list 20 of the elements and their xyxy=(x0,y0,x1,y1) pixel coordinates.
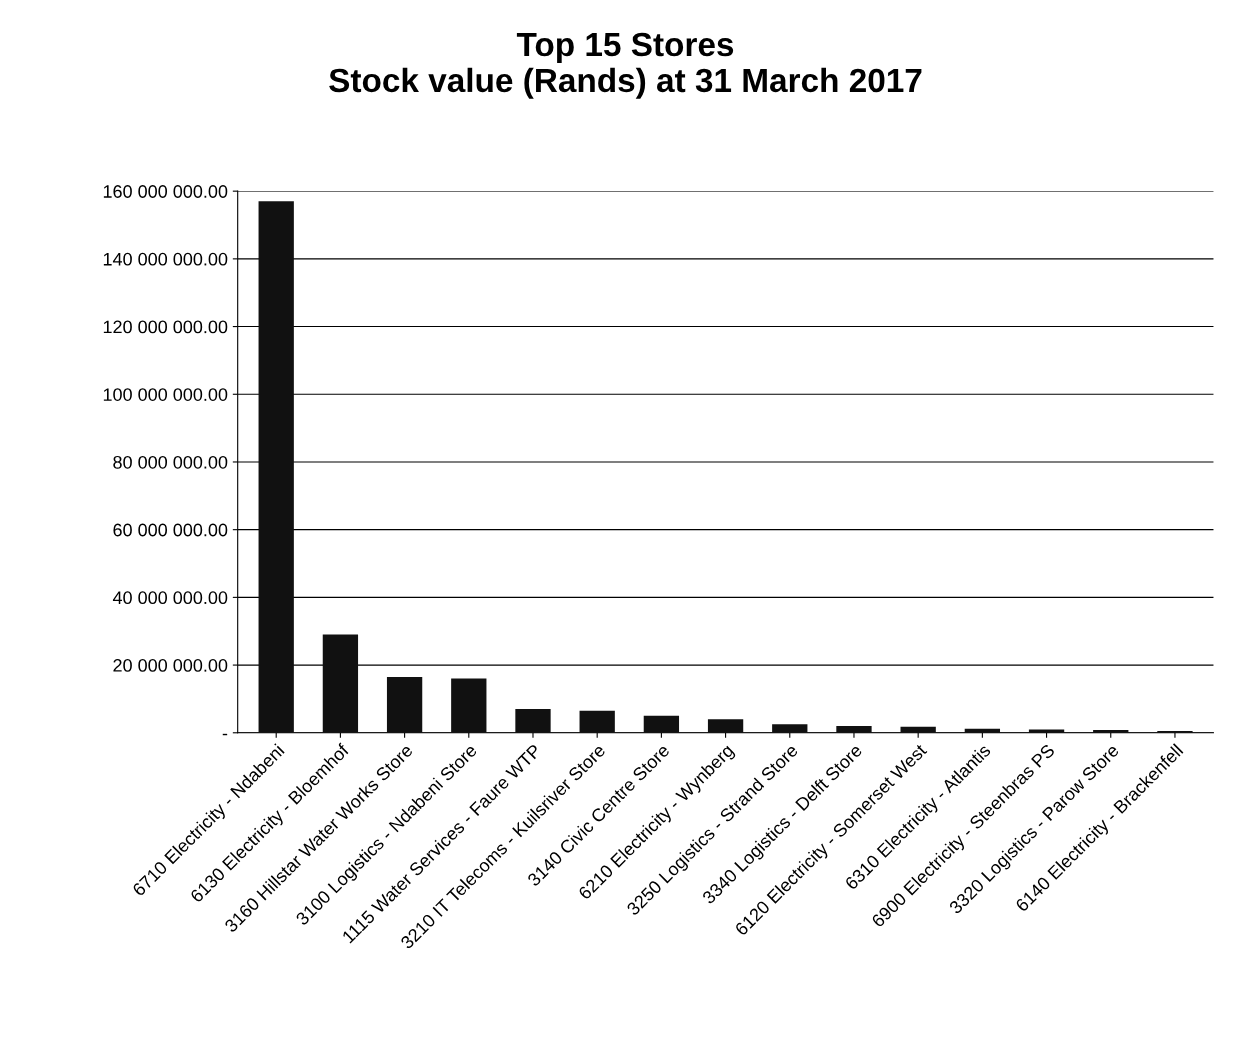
bar xyxy=(451,678,487,733)
bar xyxy=(579,710,615,733)
bar xyxy=(643,715,680,733)
chart-title: Top 15 Stores Stock value (Rands) at 31 March 2017 xyxy=(329,32,922,99)
y-tick-label: 40 000 000.00 xyxy=(112,591,228,605)
y-tick-label: 60 000 000.00 xyxy=(113,523,228,537)
bar xyxy=(322,634,359,733)
y-tick-label: - xyxy=(222,733,228,736)
y-tick-label: 100 000 000.00 xyxy=(103,388,228,401)
y-tick-label: 140 000 000.00 xyxy=(103,252,228,266)
bar xyxy=(258,201,294,733)
bar xyxy=(707,719,744,733)
bar xyxy=(386,676,423,733)
y-tick-label: 80 000 000.00 xyxy=(113,455,228,469)
y-tick-label: 20 000 000.00 xyxy=(113,659,228,672)
bar xyxy=(772,724,808,733)
bar xyxy=(515,709,551,733)
y-tick-label: 120 000 000.00 xyxy=(103,320,228,334)
y-tick-label: 160 000 000.00 xyxy=(103,185,228,198)
bar xyxy=(836,726,872,733)
